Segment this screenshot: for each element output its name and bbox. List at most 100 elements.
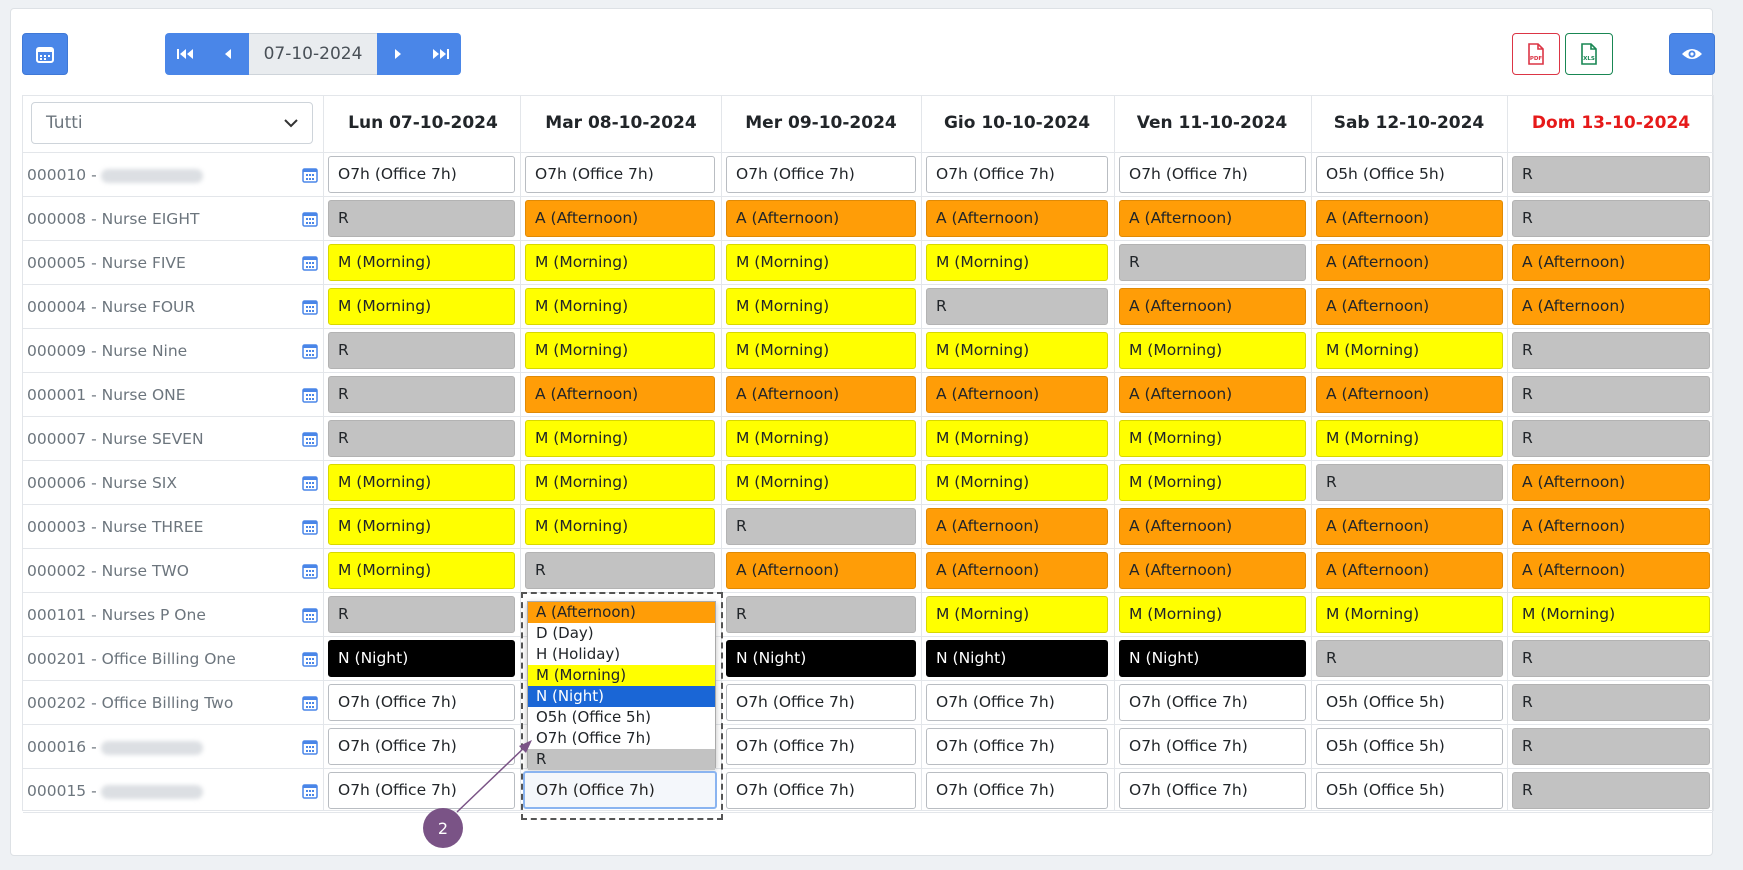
shift-cell[interactable]: O7h (Office 7h) — [525, 156, 715, 193]
shift-cell[interactable]: A (Afternoon) — [1119, 376, 1306, 413]
shift-cell[interactable]: O7h (Office 7h) — [328, 728, 515, 765]
shift-cell[interactable]: M (Morning) — [926, 244, 1108, 281]
shift-cell[interactable]: M (Morning) — [926, 596, 1108, 633]
shift-cell[interactable]: M (Morning) — [328, 508, 515, 545]
shift-cell[interactable]: R — [1316, 464, 1503, 501]
shift-cell[interactable]: R — [1512, 156, 1710, 193]
last-week-button[interactable] — [419, 33, 461, 75]
shift-cell[interactable]: M (Morning) — [726, 420, 916, 457]
shift-cell[interactable]: M (Morning) — [1119, 420, 1306, 457]
shift-cell[interactable]: A (Afternoon) — [1512, 508, 1710, 545]
row-calendar-icon[interactable] — [302, 783, 318, 799]
dropdown-option[interactable]: A (Afternoon) — [528, 602, 715, 623]
shift-cell[interactable]: A (Afternoon) — [1119, 200, 1306, 237]
shift-cell[interactable]: O7h (Office 7h) — [328, 156, 515, 193]
shift-cell[interactable]: O7h (Office 7h) — [926, 772, 1108, 809]
shift-cell[interactable]: M (Morning) — [328, 244, 515, 281]
shift-cell[interactable]: A (Afternoon) — [1512, 552, 1710, 589]
shift-cell[interactable]: M (Morning) — [328, 552, 515, 589]
shift-cell[interactable]: M (Morning) — [1119, 332, 1306, 369]
shift-cell[interactable]: R — [328, 596, 515, 633]
dropdown-option[interactable]: N (Night) — [528, 686, 715, 707]
shift-cell[interactable]: M (Morning) — [525, 244, 715, 281]
shift-cell[interactable]: A (Afternoon) — [1316, 552, 1503, 589]
dropdown-option[interactable]: O5h (Office 5h) — [536, 708, 651, 726]
shift-cell[interactable]: R — [328, 200, 515, 237]
shift-cell[interactable]: R — [1512, 728, 1710, 765]
shift-cell[interactable]: M (Morning) — [726, 288, 916, 325]
shift-cell[interactable]: A (Afternoon) — [1512, 288, 1710, 325]
shift-cell[interactable]: M (Morning) — [328, 288, 515, 325]
shift-cell[interactable]: M (Morning) — [1316, 596, 1503, 633]
shift-cell[interactable]: N (Night) — [926, 640, 1108, 677]
shift-cell[interactable]: M (Morning) — [926, 420, 1108, 457]
shift-cell[interactable]: O7h (Office 7h) — [926, 156, 1108, 193]
shift-cell[interactable]: O7h (Office 7h) — [1119, 728, 1306, 765]
shift-cell[interactable]: R — [1512, 332, 1710, 369]
row-calendar-icon[interactable] — [302, 255, 318, 271]
dropdown-option[interactable]: M (Morning) — [528, 665, 715, 686]
export-pdf-button[interactable]: PDF — [1512, 33, 1560, 75]
shift-cell[interactable]: A (Afternoon) — [726, 376, 916, 413]
shift-cell[interactable]: O7h (Office 7h) — [1119, 772, 1306, 809]
dropdown-option[interactable]: D (Day) — [536, 624, 594, 642]
shift-cell[interactable]: O7h (Office 7h) — [726, 156, 916, 193]
shift-cell[interactable]: M (Morning) — [1512, 596, 1710, 633]
filter-select[interactable]: Tutti — [31, 102, 313, 144]
shift-cell[interactable]: A (Afternoon) — [1316, 288, 1503, 325]
shift-cell[interactable]: A (Afternoon) — [1119, 552, 1306, 589]
shift-cell[interactable]: M (Morning) — [726, 332, 916, 369]
row-calendar-icon[interactable] — [302, 519, 318, 535]
row-calendar-icon[interactable] — [302, 343, 318, 359]
export-xls-button[interactable]: XLS — [1565, 33, 1613, 75]
shift-cell[interactable]: R — [328, 332, 515, 369]
shift-cell[interactable]: A (Afternoon) — [1316, 244, 1503, 281]
next-week-button[interactable] — [377, 33, 419, 75]
shift-dropdown[interactable]: A (Afternoon) D (Day) H (Holiday) M (Mornin… — [527, 601, 716, 770]
shift-cell[interactable]: O5h (Office 5h) — [1316, 728, 1503, 765]
row-calendar-icon[interactable] — [302, 563, 318, 579]
shift-cell[interactable]: A (Afternoon) — [1512, 464, 1710, 501]
shift-cell[interactable]: O7h (Office 7h) — [726, 772, 916, 809]
shift-cell[interactable]: A (Afternoon) — [726, 200, 916, 237]
shift-cell[interactable]: O5h (Office 5h) — [1316, 772, 1503, 809]
shift-cell[interactable]: A (Afternoon) — [1512, 244, 1710, 281]
shift-cell[interactable]: N (Night) — [328, 640, 515, 677]
row-calendar-icon[interactable] — [302, 211, 318, 227]
shift-cell[interactable]: M (Morning) — [926, 464, 1108, 501]
shift-cell[interactable]: A (Afternoon) — [1316, 376, 1503, 413]
dropdown-option[interactable]: O7h (Office 7h) — [536, 729, 651, 747]
shift-cell[interactable]: A (Afternoon) — [926, 508, 1108, 545]
shift-cell[interactable]: O7h (Office 7h) — [328, 684, 515, 721]
shift-cell[interactable]: R — [726, 596, 916, 633]
view-button[interactable] — [1669, 33, 1715, 75]
row-calendar-icon[interactable] — [302, 299, 318, 315]
shift-cell[interactable]: O7h (Office 7h) — [726, 684, 916, 721]
shift-cell[interactable]: R — [1512, 640, 1710, 677]
shift-cell[interactable]: O7h (Office 7h) — [1119, 156, 1306, 193]
row-calendar-icon[interactable] — [302, 167, 318, 183]
shift-cell[interactable]: O7h (Office 7h) — [1119, 684, 1306, 721]
shift-cell[interactable]: O7h (Office 7h) — [926, 684, 1108, 721]
shift-cell[interactable]: A (Afternoon) — [1119, 288, 1306, 325]
shift-cell[interactable]: N (Night) — [726, 640, 916, 677]
shift-cell[interactable]: R — [1316, 640, 1503, 677]
shift-cell[interactable]: A (Afternoon) — [726, 552, 916, 589]
shift-cell[interactable]: M (Morning) — [1316, 332, 1503, 369]
row-calendar-icon[interactable] — [302, 387, 318, 403]
shift-cell[interactable]: M (Morning) — [1119, 464, 1306, 501]
shift-cell[interactable]: R — [1512, 420, 1710, 457]
shift-cell[interactable]: O5h (Office 5h) — [1316, 156, 1503, 193]
shift-cell[interactable]: O5h (Office 5h) — [1316, 684, 1503, 721]
shift-cell[interactable]: R — [1512, 200, 1710, 237]
row-calendar-icon[interactable] — [302, 431, 318, 447]
shift-cell[interactable]: R — [1512, 376, 1710, 413]
row-calendar-icon[interactable] — [302, 739, 318, 755]
shift-cell[interactable]: M (Morning) — [328, 464, 515, 501]
shift-cell[interactable]: A (Afternoon) — [926, 200, 1108, 237]
row-calendar-icon[interactable] — [302, 475, 318, 491]
shift-cell[interactable]: R — [1512, 772, 1710, 809]
dropdown-option[interactable]: H (Holiday) — [536, 645, 621, 663]
shift-select-current[interactable]: O7h (Office 7h) — [523, 771, 717, 809]
current-date[interactable]: 07-10-2024 — [249, 33, 377, 75]
